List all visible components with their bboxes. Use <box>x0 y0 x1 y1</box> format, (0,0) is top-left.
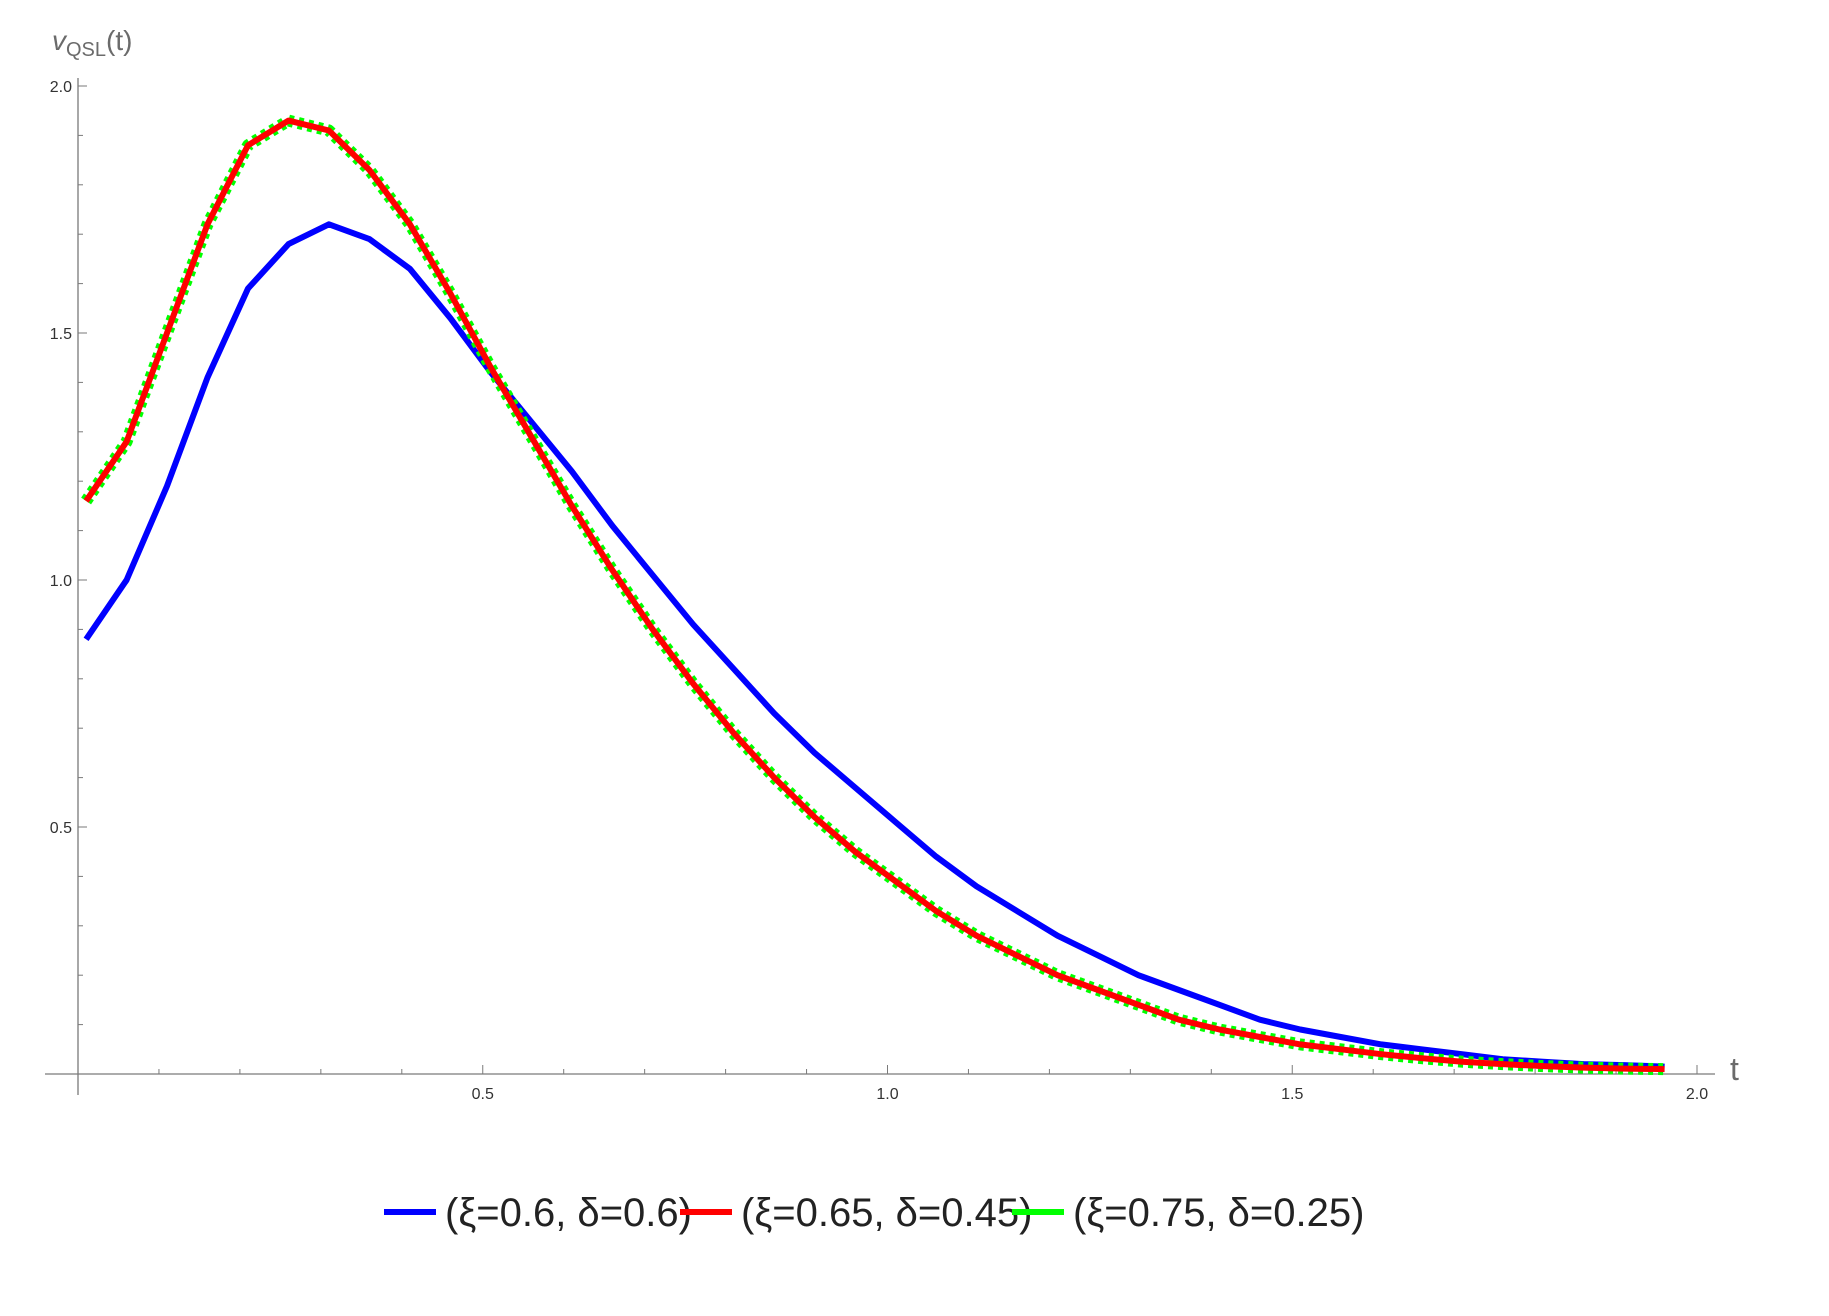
y-axis-title-main: v <box>52 25 68 56</box>
y-tick-label: 1.0 <box>50 573 72 590</box>
y-axis-title: vQSL(t) <box>52 25 132 61</box>
y-tick-label: 1.5 <box>50 326 72 343</box>
legend-label-1: (ξ=0.6, δ=0.6) <box>445 1191 692 1235</box>
y-tick-labels: 0.5 1.0 1.5 2.0 <box>50 79 72 837</box>
x-ticks <box>158 1065 1698 1074</box>
series <box>81 114 1665 1076</box>
x-tick-label: 1.5 <box>1281 1086 1303 1103</box>
x-tick-label: 1.0 <box>876 1086 898 1103</box>
y-tick-label: 2.0 <box>50 79 72 96</box>
legend-label-3: (ξ=0.75, δ=0.25) <box>1073 1191 1364 1235</box>
axes: 0.5 1.0 1.5 2.0 0.5 1.0 1.5 2.0 <box>45 78 1715 1103</box>
y-axis-title-tail: (t) <box>106 25 132 56</box>
legend-label-2: (ξ=0.65, δ=0.45) <box>741 1191 1032 1235</box>
x-tick-label: 2.0 <box>1686 1086 1708 1103</box>
series-line-2 <box>83 117 1665 1073</box>
series-line-3 <box>81 114 1665 1076</box>
legend: (ξ=0.6, δ=0.6) (ξ=0.65, δ=0.45) (ξ=0.75, δ… <box>384 1191 1364 1235</box>
y-axis-title-subscript: QSL <box>66 39 106 61</box>
y-ticks <box>78 85 87 1026</box>
x-tick-labels: 0.5 1.0 1.5 2.0 <box>472 1086 1709 1103</box>
y-tick-label: 0.5 <box>50 820 72 837</box>
x-axis-title: t <box>1730 1051 1739 1087</box>
x-tick-label: 0.5 <box>472 1086 494 1103</box>
series-line-1 <box>83 221 1665 1070</box>
